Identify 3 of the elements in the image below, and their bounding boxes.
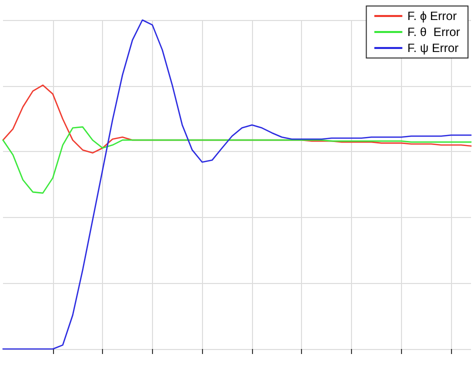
legend-label: F. ψ Error — [407, 41, 459, 55]
legend-label: F. θ Error — [407, 25, 460, 39]
legend-label: F. ϕ Error — [407, 9, 457, 23]
